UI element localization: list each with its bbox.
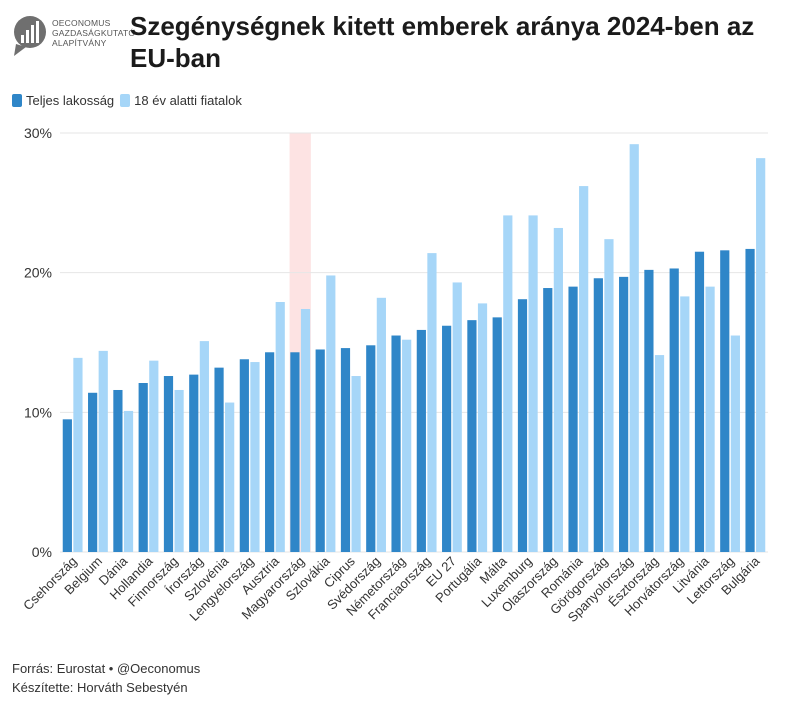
bar-youth bbox=[123, 410, 134, 552]
bar-youth bbox=[199, 341, 209, 552]
bar-total bbox=[442, 325, 452, 552]
bar-youth bbox=[225, 402, 235, 552]
bar-total bbox=[290, 352, 300, 552]
bar-total bbox=[239, 359, 249, 552]
bar-youth bbox=[528, 215, 538, 553]
bar-total bbox=[340, 348, 351, 552]
bar-chart: 0%10%20%30%CsehországBelgiumDániaHolland… bbox=[20, 125, 768, 625]
bar-total bbox=[265, 352, 275, 552]
bar-youth bbox=[250, 362, 260, 552]
bar-youth bbox=[730, 335, 740, 552]
bar-youth bbox=[604, 239, 614, 552]
bar-total bbox=[366, 345, 376, 552]
source-text: Forrás: Eurostat • @Oeconomus bbox=[12, 661, 201, 676]
bar-total bbox=[189, 374, 199, 552]
bar-youth bbox=[654, 355, 665, 552]
legend-item-youth: 18 év alatti fiatalok bbox=[120, 93, 242, 108]
bar-youth bbox=[300, 308, 311, 552]
bar-youth bbox=[326, 275, 336, 552]
bar-total bbox=[467, 320, 477, 552]
bar-total bbox=[720, 250, 730, 552]
y-tick-label: 10% bbox=[24, 404, 52, 420]
bar-youth bbox=[427, 253, 437, 552]
bar-total bbox=[543, 288, 553, 552]
legend-swatch-youth bbox=[120, 94, 131, 107]
bar-total bbox=[62, 419, 72, 552]
bar-youth bbox=[376, 297, 386, 552]
y-tick-label: 20% bbox=[24, 265, 52, 281]
bar-youth bbox=[680, 296, 690, 552]
logo-line: OECONOMUS bbox=[52, 18, 111, 28]
bar-total bbox=[644, 269, 654, 552]
logo-line: GAZDASÁGKUTATÓ bbox=[52, 28, 136, 38]
author-text: Készítette: Horváth Sebestyén bbox=[12, 680, 188, 695]
bar-youth bbox=[174, 389, 184, 552]
footer: Forrás: Eurostat • @Oeconomus Készítette… bbox=[12, 659, 200, 697]
bar-total bbox=[669, 268, 679, 552]
bar-youth bbox=[553, 227, 563, 552]
bar-total bbox=[492, 317, 502, 552]
bar-total bbox=[214, 367, 224, 552]
bar-total bbox=[593, 278, 603, 552]
bar-youth bbox=[705, 286, 715, 552]
bar-youth bbox=[402, 339, 412, 552]
bar-total bbox=[745, 248, 755, 552]
bar-youth bbox=[98, 350, 108, 552]
bar-total bbox=[619, 276, 629, 552]
logo-bar-chart-icon bbox=[14, 16, 46, 56]
legend-label-youth: 18 év alatti fiatalok bbox=[134, 93, 242, 108]
bar-youth bbox=[477, 303, 488, 552]
bar-youth bbox=[503, 215, 513, 553]
bar-total bbox=[113, 389, 123, 552]
bar-total bbox=[568, 286, 578, 552]
y-tick-label: 30% bbox=[24, 125, 52, 141]
y-tick-label: 0% bbox=[32, 544, 52, 560]
bar-youth bbox=[452, 282, 462, 552]
bar-total bbox=[517, 299, 528, 552]
bar-youth bbox=[275, 301, 285, 552]
bar-total bbox=[416, 329, 426, 552]
bar-total bbox=[88, 392, 98, 552]
legend-item-total: Teljes lakosság bbox=[12, 93, 114, 108]
logo-text: OECONOMUS GAZDASÁGKUTATÓ ALAPÍTVÁNY bbox=[52, 18, 135, 48]
bar-total bbox=[138, 383, 148, 552]
chart-title: Szegénységnek kitett emberek aránya 2024… bbox=[130, 11, 755, 73]
logo-line: ALAPÍTVÁNY bbox=[52, 38, 107, 48]
bar-total bbox=[163, 376, 174, 552]
bar-youth bbox=[629, 144, 639, 552]
bar-youth bbox=[351, 376, 361, 552]
bar-youth bbox=[756, 158, 766, 552]
bar-youth bbox=[73, 357, 83, 552]
legend-swatch-total bbox=[12, 94, 22, 107]
legend-label-total: Teljes lakosság bbox=[26, 93, 115, 108]
legend: Teljes lakosság 18 év alatti fiatalok bbox=[12, 93, 248, 108]
bar-total bbox=[694, 251, 705, 552]
bar-total bbox=[315, 349, 325, 552]
bar-total bbox=[391, 335, 401, 552]
bar-youth bbox=[149, 360, 159, 552]
logo: OECONOMUS GAZDASÁGKUTATÓ ALAPÍTVÁNY bbox=[12, 14, 135, 64]
bar-youth bbox=[579, 186, 589, 552]
